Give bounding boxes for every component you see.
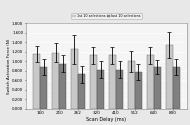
Y-axis label: Switch Activation Force (N): Switch Activation Force (N) (7, 38, 11, 94)
Bar (173, 67, 180, 109)
Bar (146, 55, 154, 109)
Bar (78, 74, 85, 109)
Bar (116, 70, 123, 109)
Bar (97, 70, 104, 109)
X-axis label: Scan Delay (ms): Scan Delay (ms) (86, 117, 127, 122)
Bar (128, 61, 135, 109)
Bar (135, 72, 142, 109)
Bar (40, 67, 48, 109)
Bar (154, 67, 161, 109)
Bar (109, 55, 116, 109)
Bar (52, 53, 59, 109)
Bar (165, 45, 173, 109)
Legend: 1st 10 selections, last 10 selections: 1st 10 selections, last 10 selections (71, 13, 142, 19)
Bar (90, 55, 97, 109)
Bar (33, 54, 40, 109)
Bar (71, 49, 78, 109)
Bar (59, 64, 66, 109)
